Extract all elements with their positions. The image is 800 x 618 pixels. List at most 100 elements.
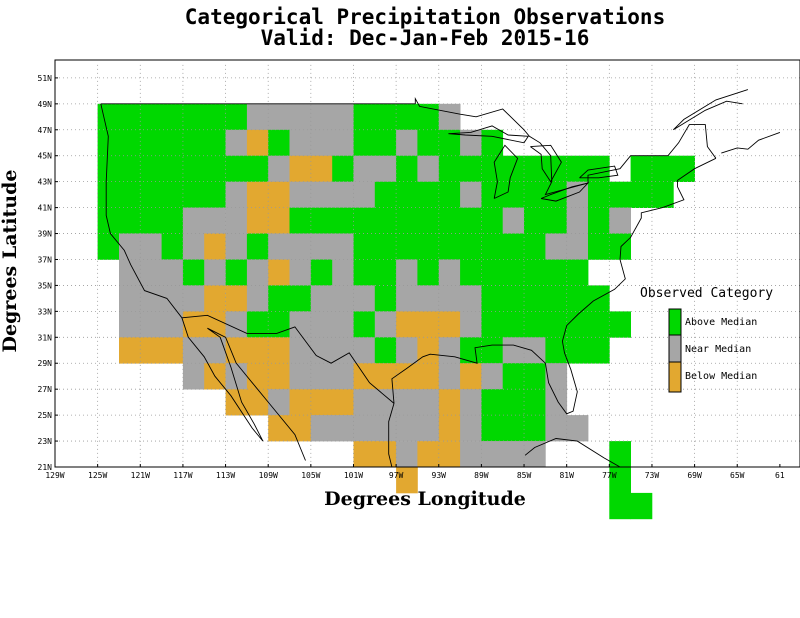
cell-above-median: [140, 155, 162, 182]
cell-near-median: [204, 259, 226, 286]
cell-above-median: [502, 233, 525, 260]
cell-above-median: [97, 233, 120, 260]
cell-near-median: [182, 285, 205, 312]
cell-below-median: [204, 311, 226, 338]
cell-near-median: [119, 233, 141, 260]
cell-above-median: [140, 129, 162, 157]
cell-near-median: [182, 207, 205, 234]
cell-near-median: [332, 233, 354, 260]
cell-near-median: [524, 441, 546, 468]
cell-below-median: [289, 415, 312, 442]
y-tick-label: 45N: [38, 152, 53, 161]
cell-above-median: [353, 233, 376, 260]
cell-below-median: [374, 441, 397, 468]
cell-above-median: [332, 155, 354, 182]
cell-near-median: [310, 233, 333, 260]
cell-near-median: [460, 389, 482, 416]
cell-above-median: [268, 129, 290, 157]
cell-above-median: [438, 129, 461, 157]
boundary-line: [181, 317, 306, 461]
cell-below-median: [417, 363, 440, 390]
cell-near-median: [417, 285, 440, 312]
cell-above-median: [161, 103, 184, 131]
cell-near-median: [182, 233, 205, 260]
map-outlines: [100, 89, 781, 468]
lat-lon-grid: [55, 64, 800, 467]
cell-near-median: [332, 363, 354, 390]
cell-near-median: [502, 441, 525, 468]
cell-above-median: [524, 389, 546, 416]
cell-below-median: [246, 129, 269, 157]
y-tick-label: 23N: [38, 437, 53, 446]
cell-near-median: [460, 415, 482, 442]
cell-above-median: [182, 103, 205, 131]
cell-near-median: [396, 129, 418, 157]
cell-near-median: [396, 441, 418, 468]
x-tick-label: 81W: [559, 471, 574, 480]
cell-below-median: [268, 363, 290, 390]
cell-above-median: [182, 259, 205, 286]
cell-above-median: [481, 311, 504, 338]
cell-near-median: [225, 181, 248, 208]
cell-near-median: [502, 207, 525, 234]
x-tick-label: 69W: [687, 471, 702, 480]
cell-above-median: [481, 285, 504, 312]
cell-above-median: [396, 103, 418, 131]
boundary-line: [448, 125, 530, 144]
cell-above-median: [460, 155, 482, 182]
y-tick-label: 51N: [38, 74, 53, 83]
cell-near-median: [289, 233, 312, 260]
boundary-line: [530, 144, 562, 183]
cell-above-median: [524, 181, 546, 208]
cell-above-median: [652, 181, 674, 208]
cell-above-median: [161, 233, 184, 260]
cell-near-median: [460, 285, 482, 312]
y-tick-label: 25N: [38, 411, 53, 420]
cell-above-median: [460, 233, 482, 260]
cell-above-median: [374, 259, 397, 286]
cell-above-median: [204, 103, 226, 131]
cell-near-median: [396, 285, 418, 312]
cell-near-median: [353, 155, 376, 182]
legend-label-below: Below Median: [685, 371, 757, 382]
y-tick-label: 41N: [38, 204, 53, 213]
cell-near-median: [268, 389, 290, 416]
cell-above-median: [524, 363, 546, 390]
cell-above-median: [609, 492, 631, 520]
cell-above-median: [161, 181, 184, 208]
cell-above-median: [97, 103, 120, 131]
cell-below-median: [438, 311, 461, 338]
cell-near-median: [310, 103, 333, 131]
x-tick-label: 109W: [259, 471, 278, 480]
cell-near-median: [460, 311, 482, 338]
cell-above-median: [396, 155, 418, 182]
y-tick-labels: 21N 23N 25N 27N 29N 31N 33N 35N 37N 39N 41N 43N 45N 4…: [38, 74, 58, 472]
cell-near-median: [289, 363, 312, 390]
boundary-line: [100, 96, 717, 196]
cell-below-median: [204, 233, 226, 260]
cell-above-median: [353, 103, 376, 131]
map-subtitle: Valid: Dec-Jan-Feb 2015-16: [260, 26, 590, 50]
cell-above-median: [417, 259, 440, 286]
cell-below-median: [289, 155, 312, 182]
cell-above-median: [673, 155, 695, 182]
boundary-line: [524, 438, 621, 468]
y-tick-label: 21N: [38, 463, 53, 472]
cell-above-median: [652, 155, 674, 182]
cell-near-median: [353, 181, 376, 208]
cell-above-median: [310, 207, 333, 234]
boundary-line: [388, 403, 395, 468]
cell-near-median: [396, 415, 418, 442]
cell-above-median: [204, 129, 226, 157]
cell-below-median: [396, 467, 418, 494]
cell-above-median: [246, 311, 269, 338]
cell-below-median: [268, 415, 290, 442]
boundary-line: [391, 157, 717, 415]
cell-near-median: [225, 207, 248, 234]
cell-above-median: [182, 129, 205, 157]
cell-near-median: [140, 259, 162, 286]
cell-above-median: [161, 207, 184, 234]
cell-near-median: [204, 337, 226, 364]
cell-near-median: [353, 415, 376, 442]
cell-above-median: [609, 441, 631, 468]
